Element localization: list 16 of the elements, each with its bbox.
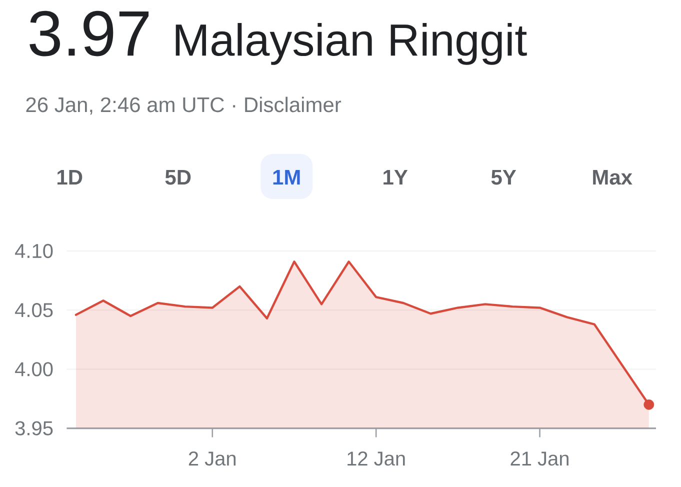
y-tick-label: 4.10: [15, 244, 53, 258]
x-tick-label: 2 Jan: [188, 451, 236, 466]
y-tick-label: 4.00: [15, 362, 53, 376]
x-tick-label: 21 Jan: [510, 451, 568, 466]
chart-title: 3.97: [30, 10, 149, 56]
text: 26 Jan, 2:46 am UTC · Disclaimer: [26, 96, 342, 115]
text: 5Y: [491, 170, 516, 185]
text: 5D: [165, 170, 191, 185]
text: 1D: [58, 170, 82, 184]
text: 1M: [273, 170, 300, 184]
text: Max: [593, 170, 632, 185]
chart-subtitle: Malaysian Ringgit: [176, 22, 527, 65]
y-tick-label: 4.05: [15, 303, 53, 318]
text: 1Y: [384, 170, 408, 184]
y-tick-label: 3.95: [15, 421, 53, 436]
x-tick-label: 12 Jan: [348, 451, 405, 466]
